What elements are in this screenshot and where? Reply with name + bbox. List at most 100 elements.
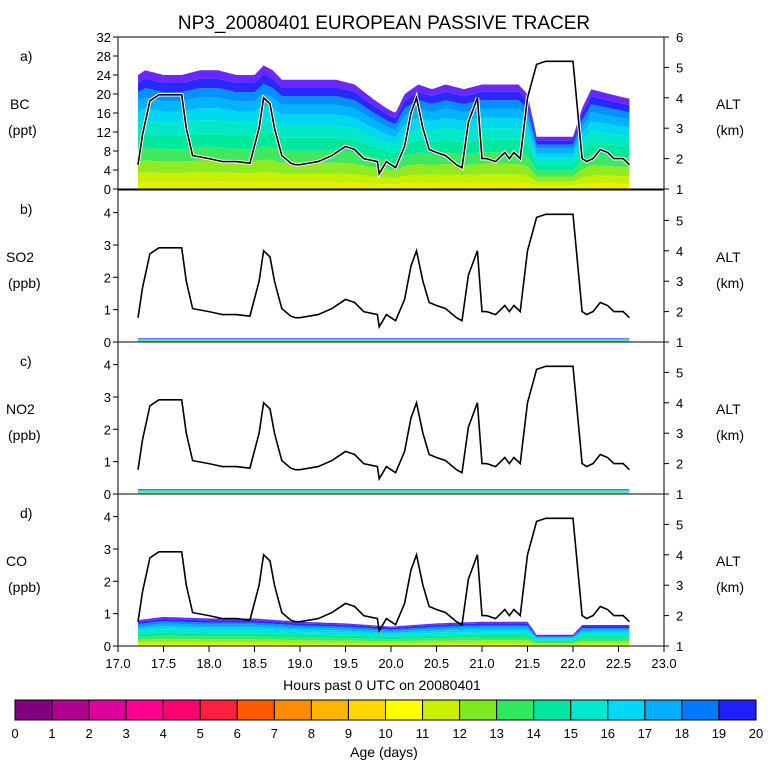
x-tick-label: 23.0 — [651, 656, 676, 671]
y-tick-label: 3 — [104, 390, 111, 405]
colorbar-cell — [570, 699, 609, 721]
age-band-4 — [138, 491, 630, 493]
y-tick-label: 20 — [97, 87, 111, 102]
alt-tick-label: 4 — [676, 91, 683, 106]
species-label: BC — [10, 96, 29, 112]
colorbar-cell — [718, 699, 757, 721]
colorbar-cell — [199, 699, 238, 721]
colorbar: 0 1 2 3 4 5 6 7 8 9 10 11 12 13 14 15 16 17 18 19 20 — [11, 699, 763, 741]
colorbar-cell — [14, 699, 53, 721]
colorbar-cell — [162, 699, 201, 721]
x-tick-label: 22.0 — [560, 656, 585, 671]
colorbar-tick-label: 8 — [308, 726, 315, 741]
alt-unit-label: (km) — [716, 579, 744, 595]
age-band-8 — [138, 621, 630, 638]
colorbar-tick-label: 20 — [749, 726, 763, 741]
colorbar-tick-label: 10 — [378, 726, 392, 741]
x-tick-label: 21.0 — [469, 656, 494, 671]
y-tick-label: 8 — [104, 144, 111, 159]
age-band-3 — [138, 340, 630, 342]
age-band-5 — [138, 491, 630, 492]
panel-letter: b) — [20, 201, 32, 217]
panel-frame — [117, 341, 665, 495]
y-tick-label: 1 — [104, 303, 111, 318]
colorbar-tick-label: 18 — [675, 726, 689, 741]
y-tick-label: 2 — [104, 574, 111, 589]
age-band-5 — [138, 117, 630, 165]
x-tick-label: 19.0 — [287, 656, 312, 671]
colorbar-tick-label: 5 — [197, 726, 204, 741]
alt-tick-label: 5 — [676, 213, 683, 228]
colorbar-cell — [347, 699, 387, 721]
x-tick-label: 21.5 — [515, 656, 540, 671]
y-tick-label: 16 — [97, 106, 111, 121]
alt-tick-label: 2 — [676, 457, 683, 472]
colorbar-label: Age (days) — [350, 744, 418, 760]
alt-tick-label: 2 — [676, 152, 683, 167]
alt-tick-label: 4 — [676, 548, 683, 563]
alt-tick-label: 1 — [676, 182, 683, 197]
y-tick-label: 2 — [104, 422, 111, 437]
alt-label: ALT — [716, 401, 741, 417]
alt-label: ALT — [716, 96, 741, 112]
panel-letter: c) — [20, 353, 32, 369]
y-tick-label: 4 — [104, 206, 111, 221]
alt-tick-label: 3 — [676, 578, 683, 593]
age-band-7 — [138, 93, 630, 154]
x-tick-label: 17.0 — [105, 656, 130, 671]
y-tick-label: 32 — [97, 30, 111, 45]
colorbar-tick-label: 7 — [271, 726, 278, 741]
colorbar-cell — [607, 699, 646, 721]
colorbar-cell — [385, 699, 424, 721]
unit-label: (ppt) — [8, 122, 37, 138]
altitude-line — [137, 213, 630, 330]
unit-label: (ppb) — [8, 427, 41, 443]
y-tick-label: 3 — [104, 542, 111, 557]
age-band-6 — [138, 490, 630, 492]
alt-tick-label: 2 — [676, 609, 683, 624]
colorbar-tick-label: 11 — [416, 726, 430, 741]
alt-unit-label: (km) — [716, 427, 744, 443]
age-band-2 — [138, 639, 630, 645]
colorbar-cell — [273, 699, 312, 721]
colorbar-tick-label: 12 — [452, 726, 466, 741]
colorbar-tick-label: 15 — [564, 726, 578, 741]
y-tick-label: 1 — [104, 607, 111, 622]
species-label: NO2 — [6, 401, 35, 417]
colorbar-tick-label: 2 — [85, 726, 92, 741]
x-axis: 17.0 17.5 18.0 18.5 19.0 19.5 20.0 20.5 21.0 21.5… — [105, 646, 677, 671]
x-tick-label: 22.5 — [606, 656, 631, 671]
alt-tick-label: 3 — [676, 426, 683, 441]
panel-letter: a) — [20, 48, 32, 64]
colorbar-tick-label: 17 — [638, 726, 652, 741]
y-tick-label: 24 — [97, 68, 111, 83]
age-band-3 — [138, 635, 630, 644]
figure-title: NP3_20080401 EUROPEAN PASSIVE TRACER — [178, 13, 590, 34]
colorbar-tick-label: 0 — [11, 726, 18, 741]
alt-tick-label: 6 — [676, 30, 683, 45]
colorbar-tick-label: 16 — [601, 726, 615, 741]
colorbar-cell — [681, 699, 720, 721]
y-tick-label: 4 — [104, 510, 111, 525]
x-tick-label: 17.5 — [151, 656, 176, 671]
alt-tick-label: 4 — [676, 244, 683, 259]
colorbar-cell — [459, 699, 498, 721]
altitude-line — [137, 60, 630, 177]
panel-letter: d) — [20, 505, 32, 521]
panels: 048121620242832123456a)BC(ppt)ALT(km)012… — [6, 30, 744, 654]
age-band-10 — [138, 616, 630, 636]
alt-tick-label: 2 — [676, 305, 683, 320]
panel-co: 0 1 2 3 4 1 2 3 4 5 d) CO (ppb) ALT (km) — [6, 493, 744, 654]
alt-tick-label: 1 — [676, 639, 683, 654]
unit-label: (ppb) — [8, 275, 41, 291]
y-tick-label: 2 — [104, 270, 111, 285]
y-tick-label: 0 — [104, 182, 111, 197]
age-band-5 — [138, 629, 630, 641]
panel-no2: 0 1 2 3 4 1 2 3 4 5 c) NO2 (ppb) ALT (km) — [6, 341, 744, 502]
colorbar-tick-label: 3 — [123, 726, 130, 741]
alt-tick-label: 3 — [676, 121, 683, 136]
y-tick-label: 3 — [104, 238, 111, 253]
x-tick-label: 18.5 — [242, 656, 267, 671]
age-band-2 — [138, 159, 630, 182]
